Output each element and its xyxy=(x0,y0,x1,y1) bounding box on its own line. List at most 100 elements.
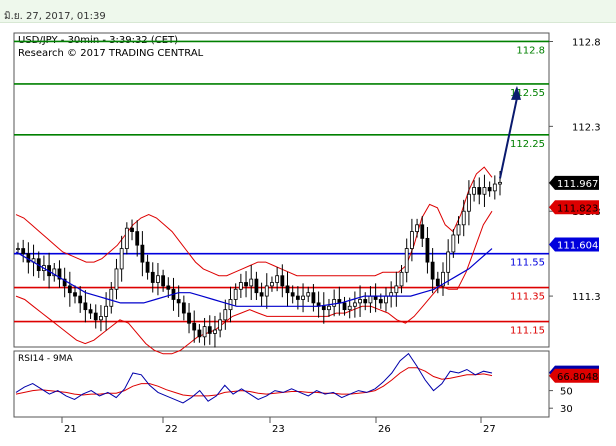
rsi-chart-title: RSI14 - 9MA xyxy=(18,354,74,364)
candle-body xyxy=(301,295,305,300)
candle-body xyxy=(492,183,497,192)
candle-body xyxy=(140,244,145,263)
candle-body xyxy=(461,210,466,226)
candle-body xyxy=(285,285,290,294)
candle-body xyxy=(358,299,362,304)
date-tick-label: 23 xyxy=(272,424,285,435)
date-tick-label: 26 xyxy=(378,424,391,435)
forecast-arrow-head xyxy=(511,85,521,100)
candle-body xyxy=(378,299,383,304)
rsi-ma-line xyxy=(15,367,493,397)
candle-body xyxy=(477,187,482,195)
candle-body xyxy=(176,299,181,304)
candle-body xyxy=(150,271,155,283)
timestamp-label: มิ.ย. 27, 2017, 01:39 xyxy=(4,11,106,22)
candle-body xyxy=(363,299,368,304)
candle-body xyxy=(311,292,316,304)
candle-body xyxy=(482,187,487,195)
candle-body xyxy=(223,309,228,321)
candle-body xyxy=(472,187,476,195)
candle-body xyxy=(306,292,311,297)
price-tick-label: 111.3 xyxy=(572,292,601,303)
price-tick-label: 112.8 xyxy=(572,37,601,48)
candle-body xyxy=(83,302,88,311)
price-tag-bg xyxy=(549,237,599,252)
main-chart-subtitle: Research © 2017 TRADING CENTRAL xyxy=(18,48,204,59)
price-tag-label: 111.604 xyxy=(557,240,598,251)
candle-body xyxy=(99,316,103,321)
candle-body xyxy=(57,268,62,280)
candle-body xyxy=(207,326,212,334)
candle-body xyxy=(73,292,77,297)
candle-body xyxy=(21,248,26,255)
candle-body xyxy=(166,285,171,290)
candle-body xyxy=(321,305,326,311)
level-label: 112.55 xyxy=(510,88,545,99)
candle-body xyxy=(187,312,191,324)
candle-body xyxy=(404,248,409,273)
candle-body xyxy=(202,326,207,338)
candle-body xyxy=(295,295,300,300)
candle-body xyxy=(104,305,109,317)
candle-body xyxy=(119,248,124,270)
date-axis: 21 22 23 26 27 xyxy=(61,417,496,435)
candle-body xyxy=(233,288,238,300)
candle-body xyxy=(259,292,264,297)
moving-average-line xyxy=(15,248,493,307)
candle-body xyxy=(342,302,347,311)
rsi-tag-bg xyxy=(549,368,599,383)
candle-body xyxy=(238,282,243,290)
candle-body xyxy=(244,282,248,287)
date-tick-label: 27 xyxy=(483,424,496,435)
rsi-axis: 70503070.383166.8048 xyxy=(549,365,599,415)
candle-body xyxy=(254,278,259,294)
date-tick-label: 21 xyxy=(64,424,77,435)
candle-body xyxy=(368,295,373,304)
candle-body xyxy=(93,312,98,321)
candle-body xyxy=(347,305,352,311)
candle-body xyxy=(213,329,217,334)
candle-body xyxy=(446,251,451,273)
candle-body xyxy=(332,299,337,307)
candle-body xyxy=(415,224,419,232)
forecast-arrow xyxy=(499,85,521,179)
price-tag-label: 111.823 xyxy=(557,203,598,214)
candle-body xyxy=(161,275,166,287)
candle-body xyxy=(456,224,461,236)
rsi-tag-label: 66.8048 xyxy=(557,372,598,383)
candle-body xyxy=(420,224,425,239)
candle-body xyxy=(197,329,202,338)
candle-body xyxy=(270,282,274,287)
candle-body xyxy=(67,285,72,294)
candle-body xyxy=(218,319,223,331)
rsi-panel-frame xyxy=(13,350,550,418)
moving-average xyxy=(15,248,493,307)
bollinger-upper-line xyxy=(15,166,493,277)
candle-body xyxy=(498,181,502,185)
level-label: 112.25 xyxy=(510,139,545,150)
candle-body xyxy=(425,237,430,263)
main-panel-frame xyxy=(13,32,550,348)
candle-body xyxy=(156,275,160,283)
candle-body xyxy=(52,268,57,277)
price-tags: 111.967 111.823 111.604 xyxy=(549,175,599,252)
support-resistance-levels: 112.8 112.55 112.25 111.55 111.35 111.15 xyxy=(14,40,549,337)
price-tag-bg xyxy=(549,175,599,190)
forecast-arrow-shaft xyxy=(499,97,518,179)
date-tick-label: 22 xyxy=(165,424,178,435)
candle-body xyxy=(181,302,186,314)
candle-body xyxy=(114,268,119,290)
candle-body xyxy=(327,305,331,311)
top-status-bar: มิ.ย. 27, 2017, 01:39 xyxy=(0,0,616,23)
bollinger-bands xyxy=(15,166,493,355)
candle-body xyxy=(62,278,67,287)
main-chart-title: USD/JPY - 30min - 3:39:32 (CET) xyxy=(18,35,178,46)
level-label: 112.8 xyxy=(516,45,545,56)
candle-body xyxy=(451,234,456,253)
price-tick-label: 112.3 xyxy=(572,122,601,133)
rsi-line xyxy=(15,352,493,404)
candle-body xyxy=(249,278,254,287)
candle-body xyxy=(275,275,280,283)
rsi-tick-label: 30 xyxy=(560,404,573,415)
